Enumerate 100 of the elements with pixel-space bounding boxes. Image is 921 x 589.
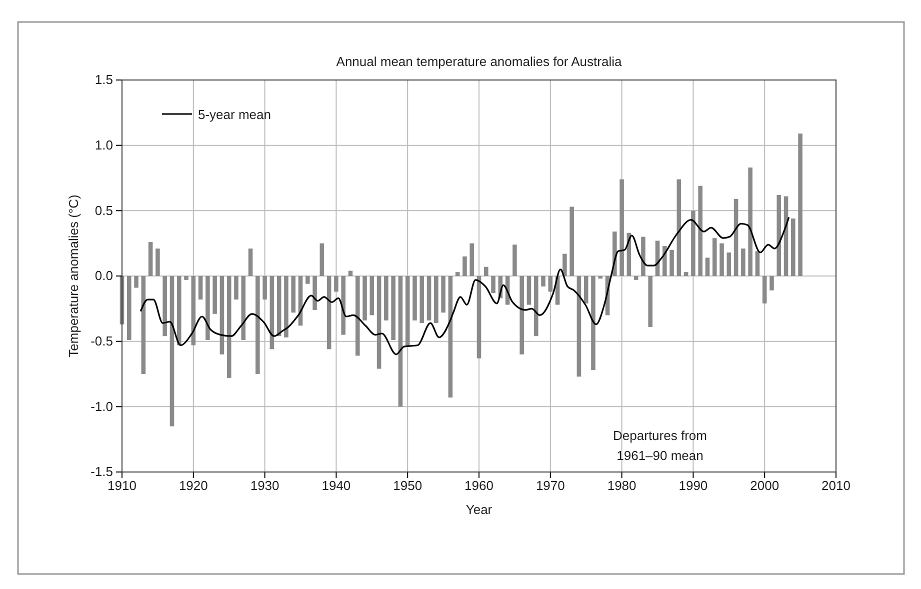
bar: [798, 134, 802, 276]
bar: [376, 276, 382, 369]
bar: [634, 276, 638, 280]
bar: [662, 246, 667, 276]
bar: [791, 218, 796, 276]
bar: [270, 276, 274, 350]
bar: [491, 276, 496, 293]
bar: [620, 179, 624, 276]
bar: [355, 276, 360, 356]
y-tick-label: -1.5: [90, 464, 113, 480]
bar: [320, 243, 324, 276]
bar: [470, 243, 474, 276]
y-tick-label: 0.0: [94, 268, 113, 284]
bar: [134, 276, 138, 288]
bar: [698, 186, 702, 276]
bar: [248, 248, 253, 276]
bar: [370, 276, 374, 316]
bar: [148, 242, 153, 276]
x-tick-label: 2010: [822, 478, 850, 494]
bar: [526, 276, 532, 305]
bar: [598, 276, 603, 279]
bar: [734, 198, 738, 276]
bar: [762, 276, 767, 304]
y-tick-label: -0.5: [90, 333, 113, 348]
bar: [720, 243, 724, 276]
bar: [441, 276, 446, 313]
x-tick-label: 1980: [607, 478, 636, 494]
y-tick-label: 1.5: [94, 72, 113, 88]
bar: [326, 276, 332, 350]
bar: [220, 276, 224, 354]
bar: [362, 276, 367, 320]
bar: [234, 276, 238, 300]
bar: [648, 276, 652, 327]
bar: [156, 248, 160, 276]
x-tick-label: 1920: [178, 478, 208, 494]
bar: [684, 272, 688, 276]
y-tick-label: 0.5: [94, 202, 113, 218]
bar: [562, 254, 567, 276]
bar: [341, 276, 346, 335]
bar: [276, 276, 282, 336]
bar: [306, 276, 310, 284]
bar: [462, 256, 467, 276]
bar: [391, 276, 396, 340]
bar: [176, 276, 182, 346]
bar: [476, 276, 482, 358]
chart-title: Annual mean temperature anomalies for Australia: [336, 54, 622, 69]
bar: [212, 276, 217, 314]
bar: [284, 276, 288, 338]
bar: [198, 276, 203, 300]
y-axis-title: Temperature anomalies (°C): [66, 194, 81, 358]
x-tick-label: 1950: [393, 478, 422, 494]
bar: [712, 238, 717, 276]
x-tick-label: 1960: [464, 478, 494, 494]
bar: [676, 179, 682, 276]
bar: [448, 276, 453, 398]
bar: [206, 276, 210, 340]
x-tick-label: 1910: [108, 478, 136, 494]
bar: [755, 251, 760, 276]
bar: [384, 276, 388, 320]
x-tick-label: 2000: [750, 478, 780, 494]
bar: [512, 244, 517, 276]
bar: [426, 276, 432, 320]
bar: [262, 276, 267, 300]
bar: [405, 276, 410, 347]
bar: [256, 276, 260, 374]
bar: [670, 250, 674, 276]
bar: [434, 276, 438, 324]
bar: [705, 258, 710, 276]
bar: [127, 276, 132, 340]
bar: [641, 236, 646, 276]
bar: [741, 248, 746, 276]
bar: [241, 276, 246, 340]
bar: [312, 276, 317, 310]
y-tick-label: 1.0: [94, 137, 113, 152]
bar: [748, 168, 752, 276]
bar: [691, 210, 696, 276]
bar: [398, 276, 403, 407]
bar: [455, 272, 460, 276]
bar: [770, 276, 774, 290]
bar: [726, 252, 732, 276]
x-tick-label: 1930: [250, 478, 280, 494]
line-series: [140, 216, 790, 356]
bar: [520, 276, 524, 354]
y-tick-label: -1.0: [90, 398, 113, 414]
bar: [541, 276, 546, 286]
bar: [591, 276, 596, 370]
x-axis-title: Year: [466, 502, 493, 517]
bar: [162, 276, 167, 336]
bar: [576, 276, 582, 377]
bar: [420, 276, 424, 324]
bar: [570, 206, 574, 276]
bar: [584, 276, 588, 304]
bar: [226, 276, 232, 378]
bar: [776, 194, 782, 276]
bar: [334, 276, 338, 292]
bar: [534, 276, 538, 336]
x-tick-label: 1940: [322, 478, 351, 494]
bar: [170, 276, 174, 426]
bar: [291, 276, 296, 313]
bar: [412, 276, 417, 320]
